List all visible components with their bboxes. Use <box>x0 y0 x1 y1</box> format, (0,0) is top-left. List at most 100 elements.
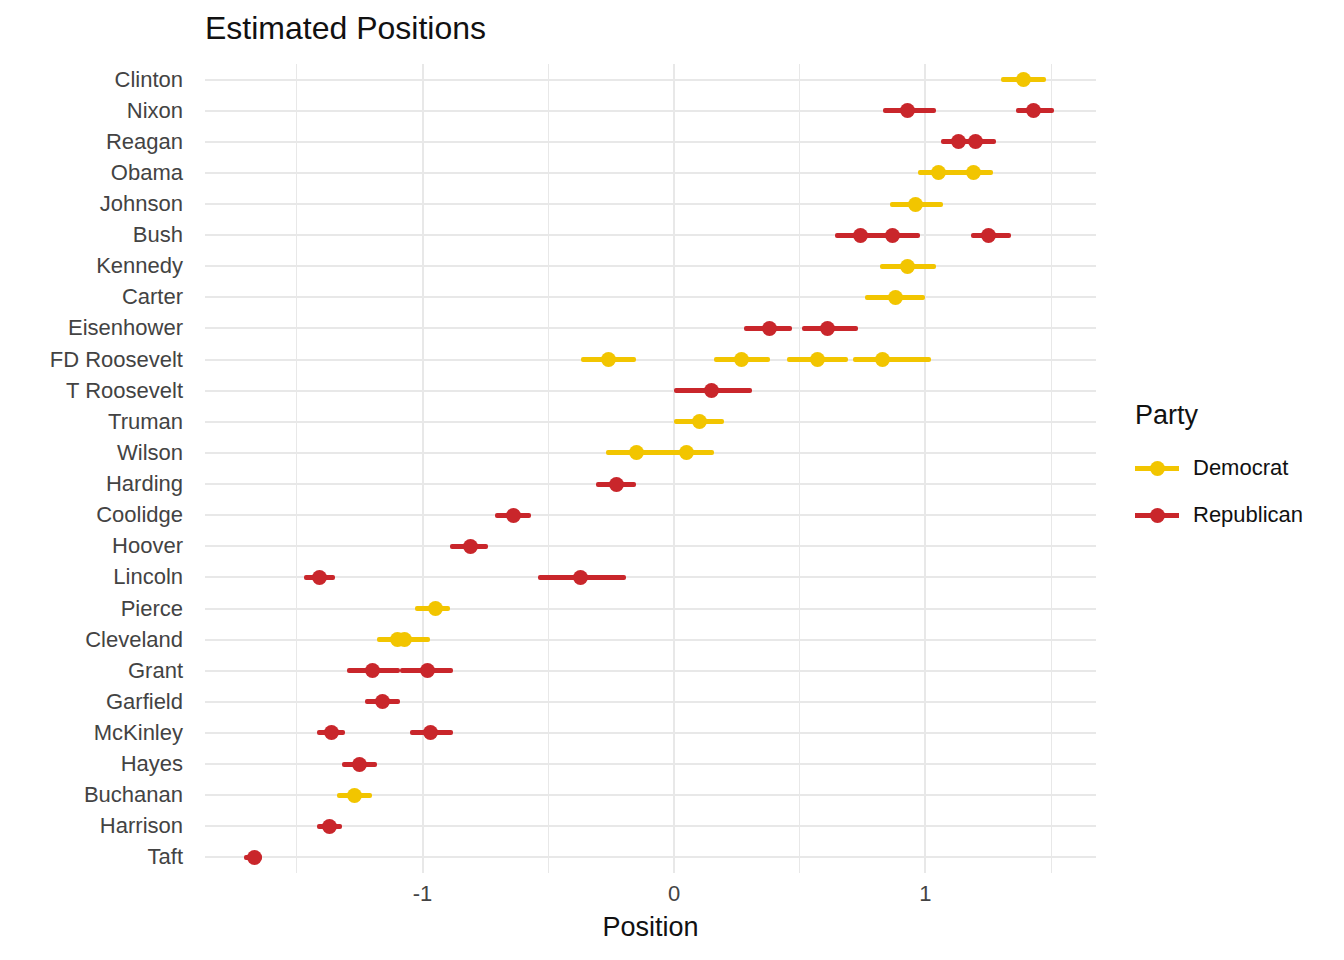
legend-key-dot <box>1150 461 1165 476</box>
gridline-major <box>924 64 926 873</box>
legend-items: Democrat Republican <box>1135 453 1335 530</box>
x-axis-title: Position <box>205 912 1096 943</box>
data-point <box>968 134 983 149</box>
data-point <box>428 601 443 616</box>
row-gridline <box>205 265 1096 267</box>
row-gridline <box>205 670 1096 672</box>
x-tick-label: -1 <box>413 881 433 907</box>
data-point <box>1026 103 1041 118</box>
y-axis-label: Eisenhower <box>0 317 183 339</box>
y-axis-label: Harrison <box>0 815 183 837</box>
row-gridline <box>205 327 1096 329</box>
data-point <box>423 725 438 740</box>
data-point <box>981 228 996 243</box>
data-point <box>322 819 337 834</box>
data-point <box>312 570 327 585</box>
data-point <box>365 663 380 678</box>
row-gridline <box>205 639 1096 641</box>
legend: Party Democrat Republican <box>1135 400 1335 547</box>
row-gridline <box>205 79 1096 81</box>
row-gridline <box>205 421 1096 423</box>
chart-title: Estimated Positions <box>205 10 486 47</box>
chart-figure: Estimated Positions Clinton Nixon Reagan Ob… <box>0 0 1344 960</box>
data-point <box>506 508 521 523</box>
data-point <box>692 414 707 429</box>
y-axis-label: Truman <box>0 411 183 433</box>
gridline-minor <box>548 64 549 873</box>
data-point <box>734 352 749 367</box>
legend-item: Republican <box>1135 500 1335 530</box>
row-gridline <box>205 203 1096 205</box>
legend-key-dot <box>1150 508 1165 523</box>
data-point <box>966 165 981 180</box>
legend-key-icon <box>1135 453 1179 483</box>
x-axis: -1 0 1 <box>205 881 1096 907</box>
data-point <box>885 228 900 243</box>
data-point <box>609 477 624 492</box>
y-axis-label: Harding <box>0 473 183 495</box>
y-axis-label: Garfield <box>0 691 183 713</box>
row-gridline <box>205 483 1096 485</box>
data-point <box>951 134 966 149</box>
legend-key-icon <box>1135 500 1179 530</box>
legend-item-label: Republican <box>1193 502 1303 528</box>
data-point <box>853 228 868 243</box>
gridline-minor <box>296 64 297 873</box>
data-point <box>601 352 616 367</box>
legend-title: Party <box>1135 400 1335 431</box>
y-axis-label: Bush <box>0 224 183 246</box>
row-gridline <box>205 234 1096 236</box>
y-axis-label: Kennedy <box>0 255 183 277</box>
data-point <box>397 632 412 647</box>
gridline-minor <box>799 64 800 873</box>
x-tick-label: 1 <box>919 881 931 907</box>
y-axis-label: Nixon <box>0 100 183 122</box>
y-axis-label: Reagan <box>0 131 183 153</box>
y-axis-label: Cleveland <box>0 629 183 651</box>
data-point <box>908 197 923 212</box>
data-point <box>375 694 390 709</box>
y-axis-label: Buchanan <box>0 784 183 806</box>
data-point <box>704 383 719 398</box>
data-point <box>573 570 588 585</box>
legend-item-label: Democrat <box>1193 455 1288 481</box>
y-axis-label: McKinley <box>0 722 183 744</box>
error-bar <box>853 357 931 362</box>
row-gridline <box>205 390 1096 392</box>
data-point <box>875 352 890 367</box>
gridline-minor <box>1051 64 1052 873</box>
gridline-major <box>422 64 424 873</box>
data-point <box>900 103 915 118</box>
y-axis-label: Carter <box>0 286 183 308</box>
y-axis-label: Clinton <box>0 69 183 91</box>
y-axis-label: Taft <box>0 846 183 868</box>
y-axis-label: T Roosevelt <box>0 380 183 402</box>
y-axis: Clinton Nixon Reagan Obama Johnson Bush Kenned… <box>0 64 193 873</box>
data-point <box>347 788 362 803</box>
row-gridline <box>205 576 1096 578</box>
row-gridline <box>205 296 1096 298</box>
y-axis-label: Hayes <box>0 753 183 775</box>
data-point <box>762 321 777 336</box>
y-axis-label: Lincoln <box>0 566 183 588</box>
plot-panel <box>205 64 1096 873</box>
row-gridline <box>205 701 1096 703</box>
data-point <box>888 290 903 305</box>
row-gridline <box>205 545 1096 547</box>
data-point <box>679 445 694 460</box>
data-point <box>810 352 825 367</box>
y-axis-label: Obama <box>0 162 183 184</box>
row-gridline <box>205 110 1096 112</box>
data-point <box>420 663 435 678</box>
y-axis-label: Pierce <box>0 598 183 620</box>
row-gridline <box>205 514 1096 516</box>
y-axis-label: Johnson <box>0 193 183 215</box>
data-point <box>820 321 835 336</box>
data-point <box>247 850 262 865</box>
row-gridline <box>205 763 1096 765</box>
row-gridline <box>205 359 1096 361</box>
x-tick-label: 0 <box>668 881 680 907</box>
row-gridline <box>205 856 1096 858</box>
gridline-major <box>673 64 675 873</box>
legend-item: Democrat <box>1135 453 1335 483</box>
